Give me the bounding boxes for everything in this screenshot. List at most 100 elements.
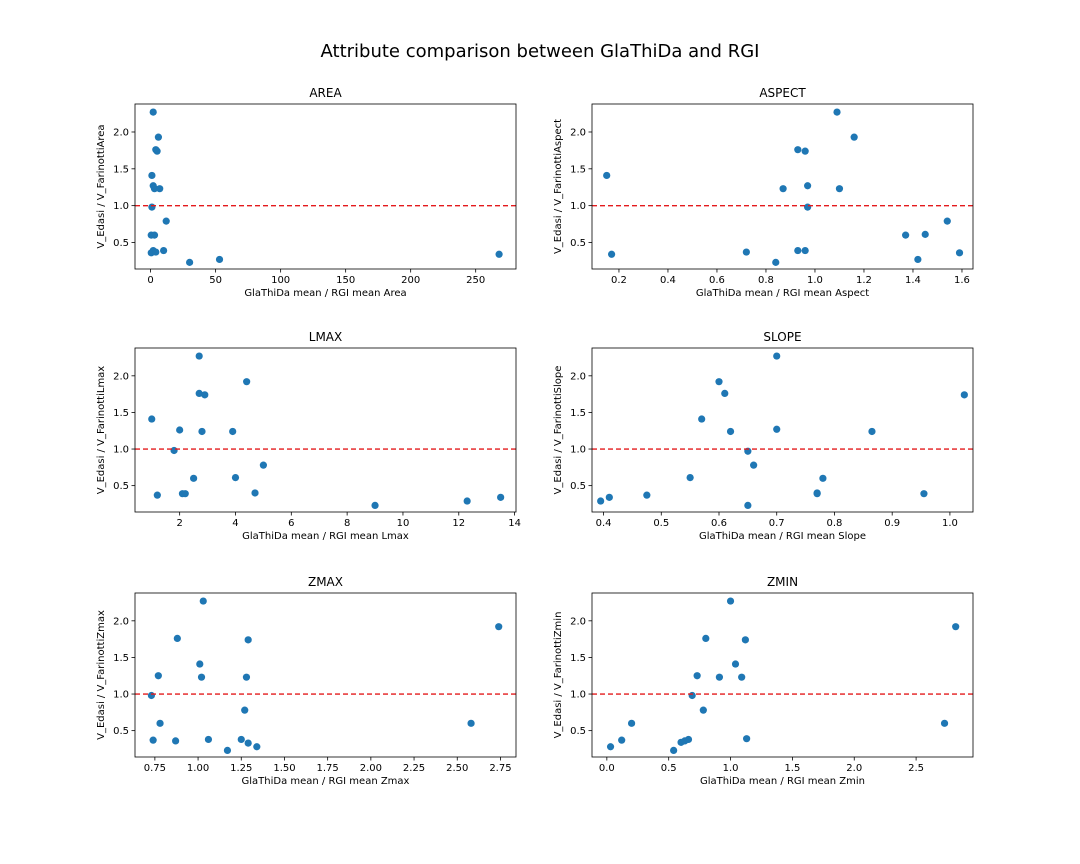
y-tick-label: 0.5 [113,481,129,492]
data-point [156,719,164,727]
data-point [244,636,252,644]
data-point [195,389,203,397]
data-point [597,497,605,505]
data-point [242,673,251,681]
data-point [670,746,678,755]
data-point [608,250,616,258]
data-point [181,490,189,498]
x-tick-label: 0.8 [758,275,774,286]
subplot-zmin: ZMIN 0.0 0.5 1.0 1.5 2.0 2.5 0.5 1.0 1.5 2.0 GlaThi… [553,575,974,787]
data-point [463,497,471,505]
x-tick-label: 2.00 [360,763,382,774]
plot-frame [134,103,517,270]
x-tick-label: 14 [508,518,521,529]
data-point [715,673,724,681]
data-point [154,672,162,680]
x-tick-label: 0.6 [709,275,725,286]
data-point [744,501,752,510]
data-point [150,185,159,193]
figure-title: Attribute comparison between GlaThiDa an… [321,41,760,62]
data-point [960,391,968,399]
data-point [154,133,163,141]
data-point [699,706,707,714]
y-tick-label: 1.0 [113,201,129,212]
x-tick-label: 6 [288,518,294,529]
plot-frame [591,592,974,758]
x-tick-label: 250 [466,275,485,286]
y-tick-label: 0.5 [113,238,129,249]
data-point [779,185,787,193]
data-point [253,743,261,751]
data-point [688,691,696,700]
x-axis-label: GlaThiDa mean / RGI mean Lmax [242,531,409,542]
data-point [605,493,613,501]
data-point [148,171,156,180]
data-point [467,719,475,727]
data-point [686,473,694,482]
data-point [153,147,161,155]
y-tick-label: 1.5 [570,408,586,419]
data-point [726,597,735,605]
y-axis-label: V_Edasi / V_FarinottiSlope [553,366,564,495]
data-point [742,248,750,256]
x-tick-label: 4 [232,518,238,529]
data-point [738,673,746,681]
data-point [943,217,951,225]
data-point [743,735,751,743]
data-point [940,719,949,727]
x-tick-label: 1.5 [784,763,800,774]
y-tick-label: 0.5 [570,481,586,492]
subplot-slope: SLOPE 0.4 0.5 0.6 0.7 0.8 0.9 1.0 0.5 1.0 1.5 2.0 Gl… [553,330,974,542]
x-axis-label: GlaThiDa mean / RGI mean Zmax [242,776,410,787]
data-point [215,255,224,264]
subplot-title: AREA [309,86,342,100]
subplot-grid: AREA 0 50 100 150 200 250 0.5 1.0 1.5 2.0 GlaThiDa … [96,86,974,787]
data-point [201,391,209,399]
y-tick-label: 1.0 [113,690,129,701]
data-point [156,185,164,193]
data-point [741,636,749,644]
y-axis-label: V_Edasi / V_FarinottiArea [96,124,107,248]
data-point [172,737,180,745]
data-point [801,147,809,155]
data-point [160,246,168,255]
y-tick-label: 1.0 [570,201,586,212]
data-point [204,735,213,744]
data-point [606,743,615,751]
subplot-area: AREA 0 50 100 150 200 250 0.5 1.0 1.5 2.0 GlaThiDa … [96,86,517,299]
data-point [196,660,204,668]
x-tick-label: 12 [452,518,465,529]
data-point [698,415,706,423]
x-tick-label: 1.0 [942,518,958,529]
data-point [153,491,161,499]
data-point [223,746,232,755]
x-tick-label: 2.0 [846,763,862,774]
x-axis-label: GlaThiDa mean / RGI mean Zmin [700,776,865,787]
data-point [914,255,922,264]
data-point [152,248,160,256]
x-tick-label: 200 [401,275,420,286]
y-tick-label: 1.0 [570,690,586,701]
y-axis-label: V_Edasi / V_FarinottiZmin [553,612,564,739]
y-tick-label: 2.0 [113,616,129,627]
data-point [170,446,178,455]
y-tick-label: 1.5 [570,653,586,664]
data-point [259,461,267,469]
x-tick-label: 1.50 [273,763,295,774]
data-point [149,108,157,116]
data-point [190,474,198,482]
data-point [801,246,809,255]
x-tick-label: 0 [147,275,153,286]
data-point [173,634,181,642]
y-tick-label: 1.5 [113,653,129,664]
data-point [495,250,503,258]
x-tick-label: 1.0 [723,763,739,774]
data-point [715,378,723,386]
data-point [921,230,929,238]
x-tick-label: 8 [344,518,350,529]
data-point [794,246,802,255]
x-tick-label: 2.5 [908,763,924,774]
x-axis-label: GlaThiDa mean / RGI mean Area [244,288,406,299]
data-point [813,489,821,497]
data-point [693,672,701,680]
